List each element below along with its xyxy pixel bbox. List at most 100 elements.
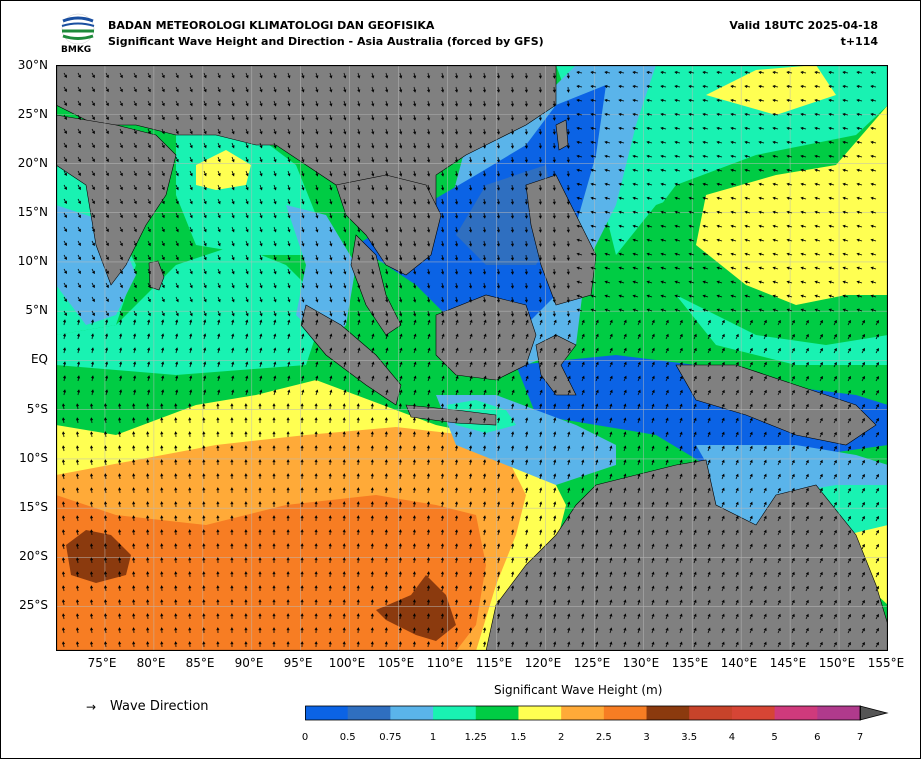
wave-direction-arrow (203, 282, 207, 289)
wave-direction-arrow (763, 403, 767, 410)
wave-direction-arrow (426, 627, 430, 634)
wave-direction-arrow (455, 361, 459, 368)
wave-direction-arrow (105, 347, 109, 354)
wave-direction-arrow (665, 571, 669, 578)
wave-direction-arrow (618, 252, 625, 256)
wave-direction-arrow (772, 280, 779, 284)
wave-direction-arrow (203, 310, 207, 317)
wave-direction-arrow (497, 445, 501, 452)
wave-direction-arrow (426, 613, 430, 620)
wave-direction-arrow (539, 515, 543, 522)
wave-direction-arrow (482, 403, 487, 410)
wave-direction-arrow (203, 156, 207, 163)
wave-direction-arrow (814, 280, 821, 284)
wave-direction-arrow (870, 252, 877, 256)
wave-direction-arrow (76, 347, 81, 354)
wave-direction-arrow (314, 515, 318, 522)
wave-direction-arrow (847, 375, 851, 382)
wave-direction-arrow (590, 126, 597, 130)
wave-direction-arrow (272, 459, 276, 465)
wave-direction-arrow (581, 403, 585, 410)
wave-direction-arrow (744, 308, 751, 312)
wave-direction-arrow (189, 375, 193, 382)
wave-direction-arrow (618, 238, 625, 242)
wave-direction-arrow (342, 431, 346, 438)
wave-direction-arrow (441, 72, 445, 79)
wave-direction-arrow (730, 294, 737, 298)
wave-direction-arrow (665, 627, 669, 634)
wave-direction-arrow (399, 375, 403, 382)
wave-direction-arrow (440, 529, 444, 536)
wave-direction-arrow (273, 226, 277, 233)
wave-direction-arrow (786, 98, 793, 102)
wave-direction-arrow (188, 459, 192, 466)
wave-direction-arrow (496, 198, 500, 205)
wave-direction-arrow (651, 487, 655, 494)
wave-direction-arrow (847, 641, 851, 648)
wave-direction-arrow (314, 599, 318, 606)
wave-direction-arrow (693, 459, 697, 466)
wave-direction-arrow (63, 86, 67, 93)
wave-direction-arrow (870, 280, 877, 284)
wave-direction-arrow (468, 543, 473, 550)
wave-direction-arrow (482, 114, 486, 121)
lat-label-15s: 15°S (19, 500, 48, 514)
wave-direction-arrow (329, 86, 333, 93)
wave-direction-arrow (384, 571, 388, 578)
wave-direction-arrow (104, 641, 108, 648)
wave-direction-arrow (693, 445, 697, 452)
wave-direction-arrow (77, 72, 81, 79)
wave-direction-arrow (805, 403, 809, 410)
wave-direction-arrow (581, 473, 585, 480)
wave-direction-arrow (147, 86, 151, 93)
wave-direction-arrow (244, 487, 248, 494)
wave-direction-arrow (468, 515, 473, 522)
wave-direction-arrow (384, 515, 388, 522)
lon-label-105e: 105°E (377, 656, 415, 670)
wave-direction-arrow (525, 431, 529, 438)
wave-direction-arrow (413, 170, 417, 177)
wave-direction-arrow (604, 154, 611, 158)
wave-direction-arrow (763, 459, 767, 466)
wave-direction-arrow (259, 254, 263, 261)
wave-direction-arrow (828, 112, 835, 116)
wave-direction-arrow (427, 282, 431, 289)
wave-direction-arrow (371, 198, 375, 205)
wave-direction-arrow (749, 599, 753, 606)
wave-direction-arrow (707, 515, 711, 522)
wave-direction-arrow (301, 156, 305, 163)
wave-direction-arrow (468, 72, 473, 79)
wave-direction-arrow (426, 501, 430, 508)
wave-direction-arrow (119, 142, 123, 149)
wave-direction-arrow (91, 240, 95, 247)
wave-direction-arrow (660, 98, 667, 102)
wave-direction-arrow (856, 70, 863, 75)
wave-direction-arrow (721, 333, 725, 340)
wave-direction-arrow (665, 585, 669, 592)
wave-direction-arrow (819, 333, 823, 340)
wave-direction-arrow (482, 282, 486, 289)
wave-direction-arrow (160, 557, 164, 564)
wave-direction-arrow (370, 585, 374, 592)
wave-direction-arrow (217, 198, 221, 205)
wave-direction-arrow (604, 168, 611, 172)
wave-direction-arrow (301, 128, 305, 135)
wave-direction-arrow (637, 459, 641, 466)
wave-direction-arrow (454, 240, 459, 247)
wave-direction-arrow (273, 240, 277, 247)
wave-direction-arrow (314, 501, 318, 508)
wave-direction-arrow (160, 599, 164, 606)
wave-direction-arrow (329, 282, 333, 289)
wave-direction-arrow (287, 296, 291, 303)
wave-direction-arrow (343, 142, 347, 149)
wave-direction-arrow (674, 210, 681, 214)
wave-direction-arrow (875, 627, 879, 634)
wave-direction-arrow (286, 445, 290, 452)
wave-direction-arrow (805, 347, 809, 354)
wave-direction-arrow (735, 347, 739, 354)
wave-direction-arrow (847, 445, 851, 452)
wave-direction-arrow (482, 142, 486, 149)
wave-direction-arrow (744, 70, 751, 75)
wave-direction-arrow (814, 168, 821, 172)
wave-direction-arrow (637, 557, 641, 564)
